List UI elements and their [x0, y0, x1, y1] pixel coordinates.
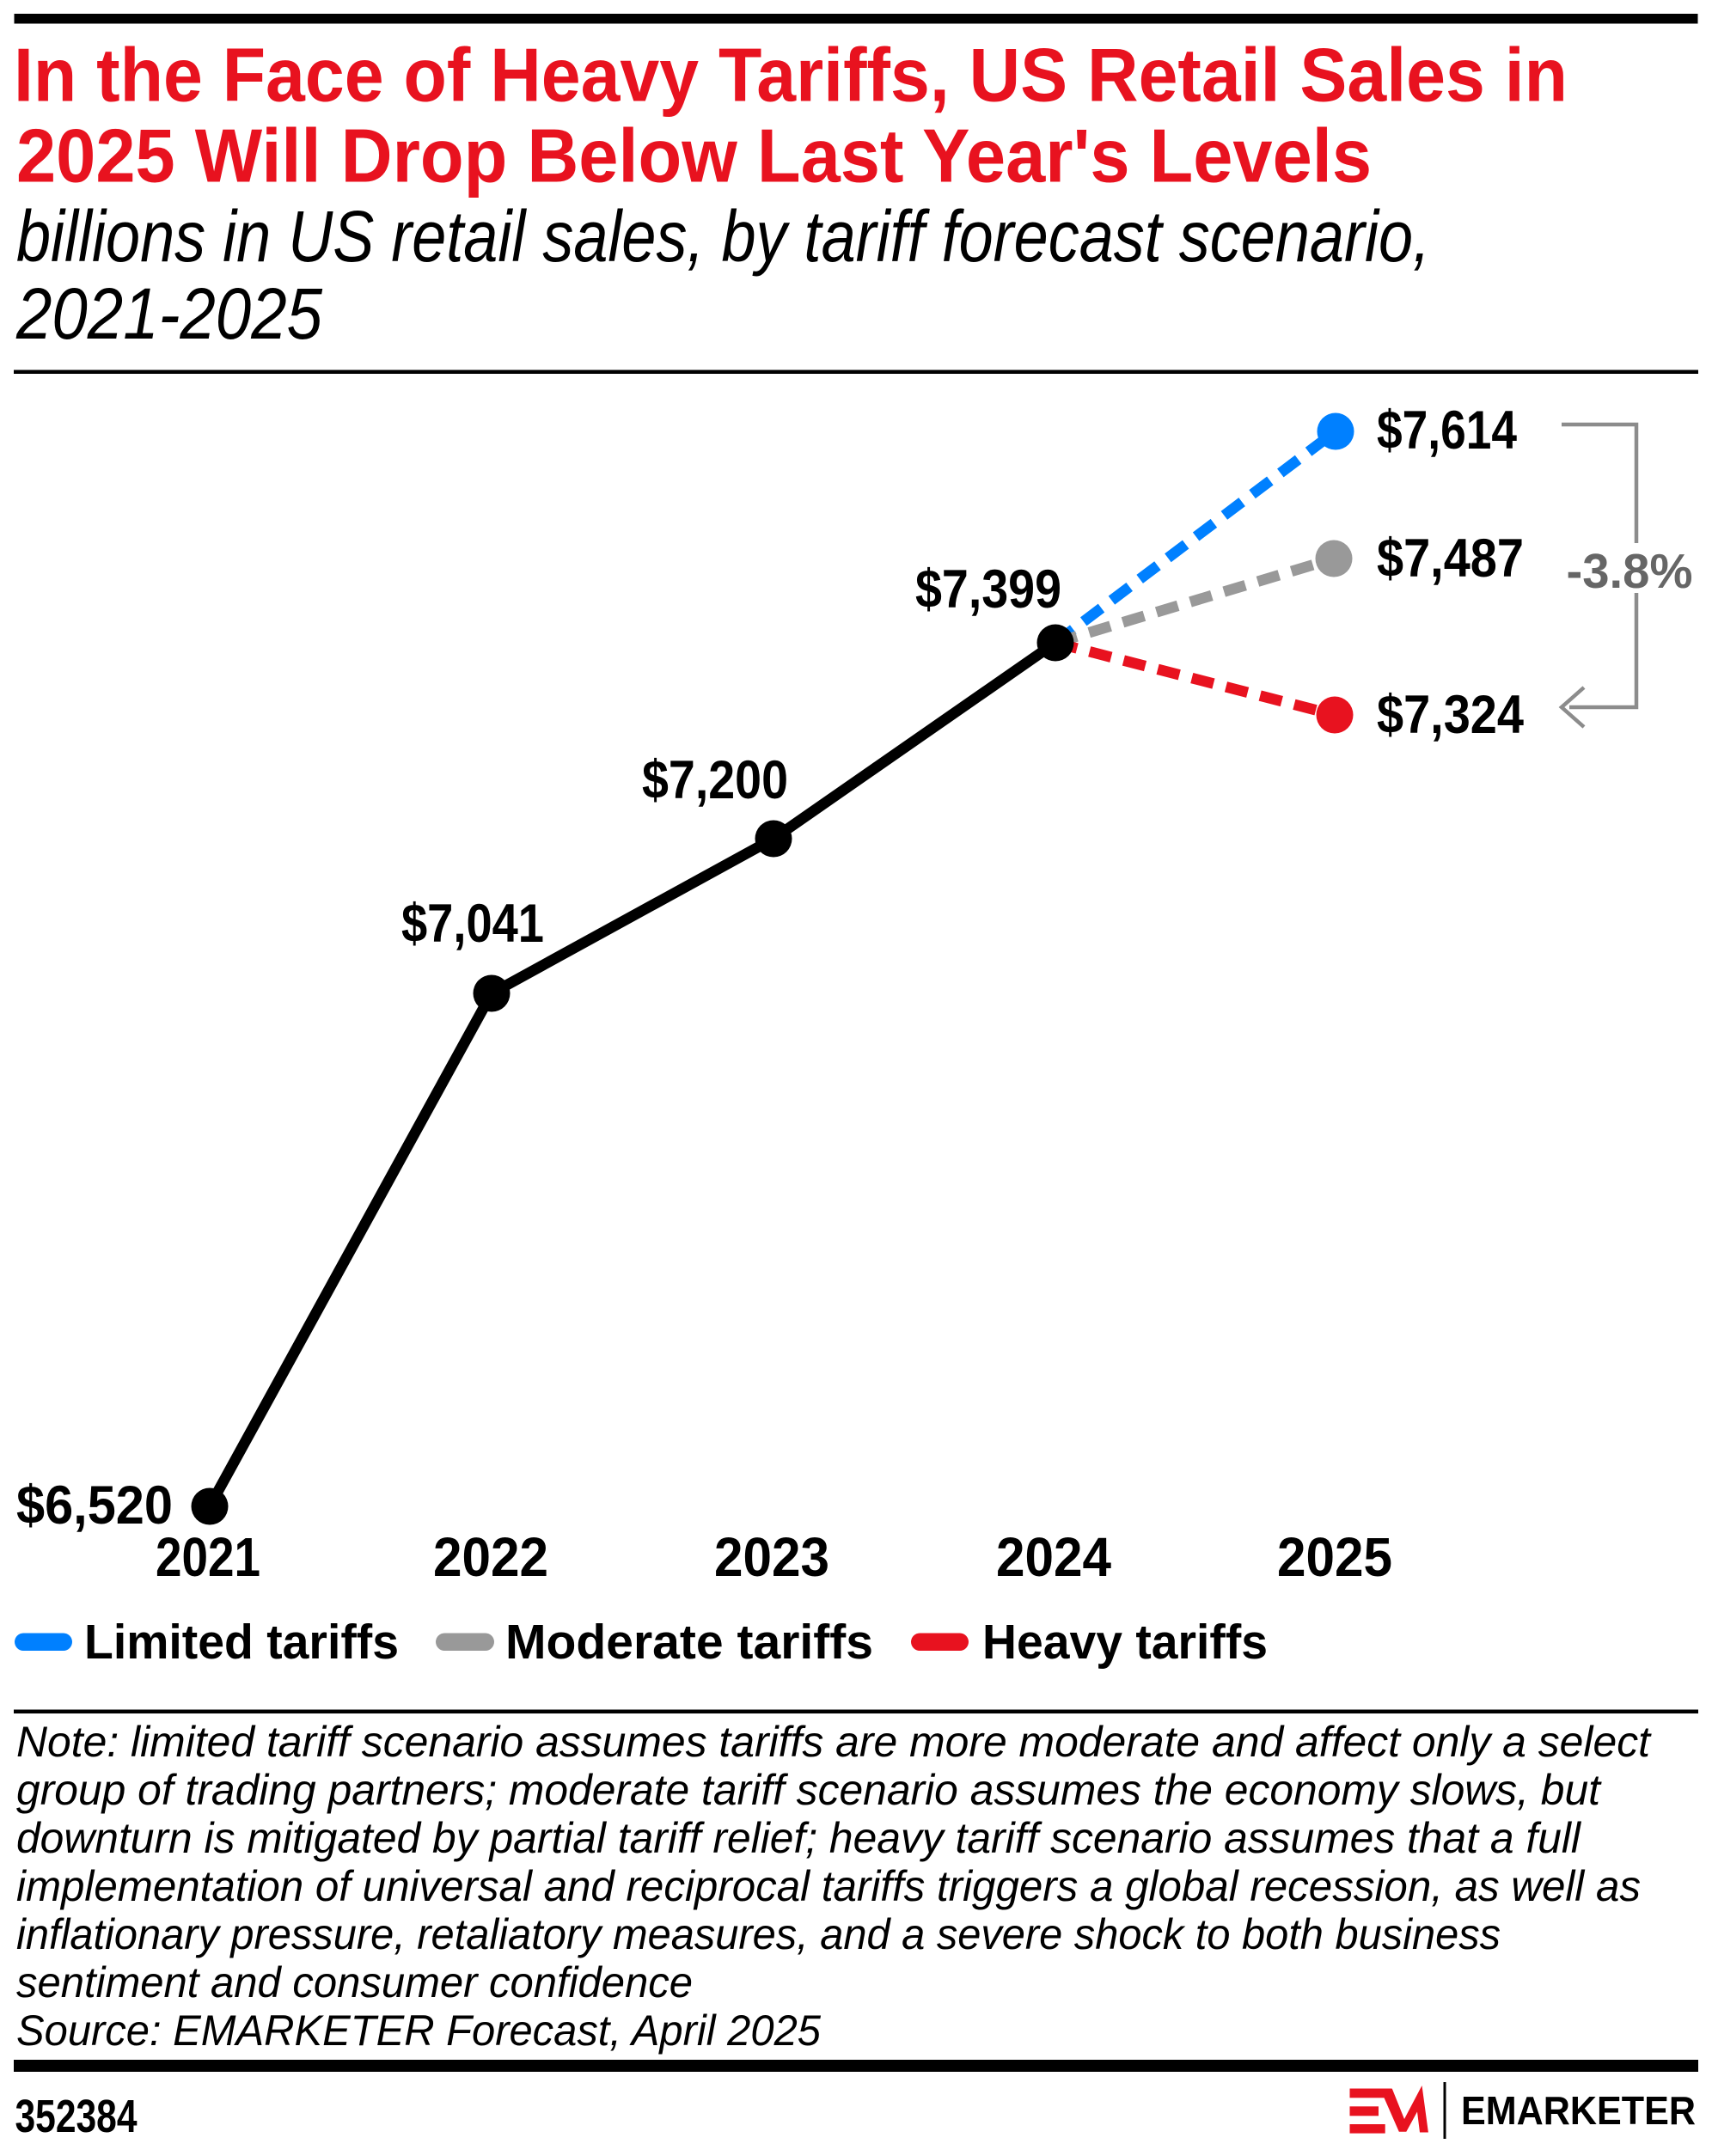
svg-text:$7,041: $7,041: [401, 894, 544, 954]
svg-text:2021: 2021: [156, 1526, 260, 1588]
svg-text:downturn is mitigated by parti: downturn is mitigated by partial tariff …: [16, 1814, 1582, 1862]
svg-text:sentiment and consumer confide: sentiment and consumer confidence: [16, 1958, 693, 2006]
svg-text:inflationary pressure, retalia: inflationary pressure, retaliatory measu…: [16, 1910, 1501, 1958]
svg-text:2025 Will Drop Below Last Year: 2025 Will Drop Below Last Year's Levels: [16, 113, 1372, 198]
svg-text:group of trading partners; mod: group of trading partners; moderate tari…: [16, 1766, 1602, 1814]
svg-text:$7,487: $7,487: [1377, 528, 1524, 589]
svg-text:2021-2025: 2021-2025: [15, 273, 322, 354]
svg-text:$7,324: $7,324: [1377, 685, 1524, 745]
svg-text:Heavy tariffs: Heavy tariffs: [982, 1615, 1268, 1670]
svg-text:$6,520: $6,520: [16, 1475, 173, 1536]
svg-text:2022: 2022: [433, 1526, 548, 1588]
svg-text:2023: 2023: [714, 1526, 829, 1588]
svg-text:In the Face of Heavy Tariffs,: In the Face of Heavy Tariffs, US Retail …: [14, 33, 1568, 118]
svg-text:Note: limited tariff scenario: Note: limited tariff scenario assumes ta…: [16, 1718, 1652, 1766]
svg-text:$7,614: $7,614: [1377, 400, 1517, 461]
svg-text:billions in US retail sales, b: billions in US retail sales, by tariff f…: [16, 196, 1430, 277]
svg-text:EMARKETER: EMARKETER: [1461, 2088, 1696, 2133]
svg-text:Limited tariffs: Limited tariffs: [84, 1615, 399, 1670]
svg-text:352384: 352384: [15, 2091, 138, 2142]
svg-text:Source: EMARKETER Forecast, Ap: Source: EMARKETER Forecast, April 2025: [16, 2006, 821, 2055]
svg-text:-3.8%: -3.8%: [1567, 544, 1693, 599]
svg-text:$7,200: $7,200: [642, 750, 788, 810]
svg-text:2025: 2025: [1277, 1526, 1392, 1588]
svg-text:Moderate tariffs: Moderate tariffs: [505, 1615, 873, 1670]
svg-text:2024: 2024: [996, 1526, 1111, 1588]
svg-text:$7,399: $7,399: [915, 559, 1061, 620]
svg-text:implementation of universal an: implementation of universal and reciproc…: [16, 1862, 1641, 1910]
